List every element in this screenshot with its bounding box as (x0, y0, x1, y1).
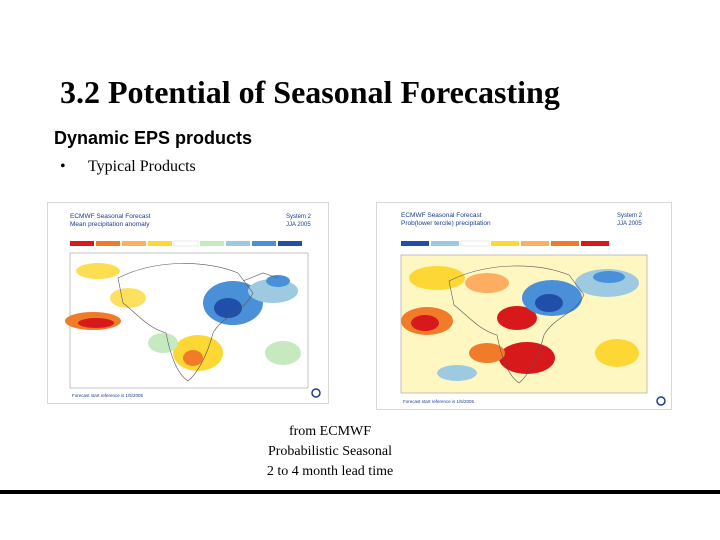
map-footer: Forecast start reference is 1/5/2005 (403, 399, 475, 404)
bullet-text: Typical Products (88, 158, 196, 175)
map-title: ECMWF Seasonal Forecast (70, 213, 151, 220)
precip-anomaly-map: ECMWF Seasonal Forecast Mean precipitati… (47, 202, 329, 404)
figure-caption: from ECMWF Probabilistic Seasonal 2 to 4… (250, 422, 410, 482)
color-legend (70, 240, 302, 247)
caption-line-type: Probabilistic Seasonal (267, 444, 393, 459)
bottom-divider (0, 490, 720, 494)
color-legend (401, 240, 609, 247)
map-season: JJA 2005 (286, 222, 311, 228)
caption-line-lead: 2 to 4 month lead time (266, 464, 394, 479)
map-season: JJA 2005 (617, 221, 642, 227)
map-system: System 2 (617, 213, 643, 219)
slide-title: 3.2 Potential of Seasonal Forecasting (60, 74, 560, 110)
ecmwf-logo (311, 388, 321, 398)
bullet-glyph: • (60, 158, 66, 175)
map-subtitle: Prob(lower tercile) precipitation (401, 220, 491, 227)
ecmwf-logo (656, 396, 666, 406)
map-system: System 2 (286, 214, 312, 220)
bullet-item: • Typical Products (60, 158, 196, 176)
slide-subtitle: Dynamic EPS products (54, 128, 253, 148)
caption-line-source: from ECMWF (288, 424, 372, 439)
lower-tercile-map-graphic: ECMWF Seasonal Forecast Prob(lower terci… (400, 212, 666, 406)
map-footer: Forecast start reference is 1/5/2005 (72, 393, 144, 398)
lower-tercile-map: ECMWF Seasonal Forecast Prob(lower terci… (376, 202, 672, 410)
precip-anomaly-map-graphic: ECMWF Seasonal Forecast Mean precipitati… (65, 213, 321, 398)
map-subtitle: Mean precipitation anomaly (70, 221, 150, 228)
map-title: ECMWF Seasonal Forecast (401, 212, 482, 219)
